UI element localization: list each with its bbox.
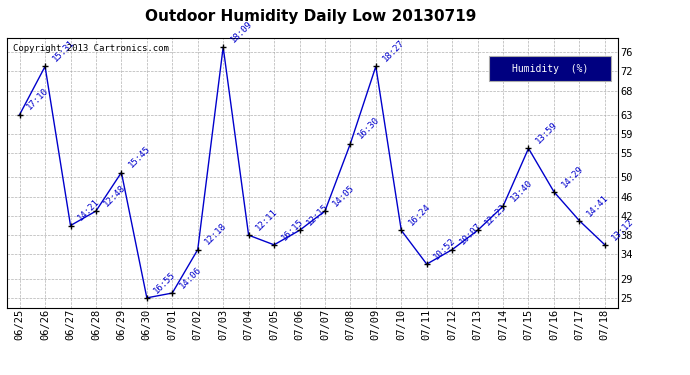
Text: 13:12: 13:12 <box>611 217 635 242</box>
Text: 14:06: 14:06 <box>178 265 204 290</box>
Text: Copyright 2013 Cartronics.com: Copyright 2013 Cartronics.com <box>13 44 169 53</box>
Text: 18:27: 18:27 <box>382 38 407 64</box>
Text: 12:15: 12:15 <box>305 202 331 228</box>
Text: 12:23: 12:23 <box>483 202 509 228</box>
Text: 17:10: 17:10 <box>25 87 50 112</box>
Text: 14:21: 14:21 <box>76 197 101 223</box>
Text: 12:48: 12:48 <box>101 183 127 208</box>
Text: 15:45: 15:45 <box>127 144 152 170</box>
Text: 16:30: 16:30 <box>356 116 382 141</box>
Text: Humidity  (%): Humidity (%) <box>512 63 589 74</box>
FancyBboxPatch shape <box>489 56 611 81</box>
Text: 16:15: 16:15 <box>279 217 305 242</box>
Text: Outdoor Humidity Daily Low 20130719: Outdoor Humidity Daily Low 20130719 <box>145 9 476 24</box>
Text: 13:40: 13:40 <box>509 178 534 204</box>
Text: 14:29: 14:29 <box>560 164 585 189</box>
Text: 12:18: 12:18 <box>204 222 228 247</box>
Text: 18:09: 18:09 <box>228 19 254 44</box>
Text: 16:55: 16:55 <box>152 270 178 295</box>
Text: 15:31: 15:31 <box>50 38 76 64</box>
Text: 14:41: 14:41 <box>585 193 611 218</box>
Text: 13:59: 13:59 <box>534 120 560 146</box>
Text: 12:11: 12:11 <box>254 207 279 232</box>
Text: 10:07: 10:07 <box>457 222 483 247</box>
Text: 14:05: 14:05 <box>331 183 356 208</box>
Text: 16:24: 16:24 <box>407 202 432 228</box>
Text: 10:52: 10:52 <box>432 236 457 261</box>
